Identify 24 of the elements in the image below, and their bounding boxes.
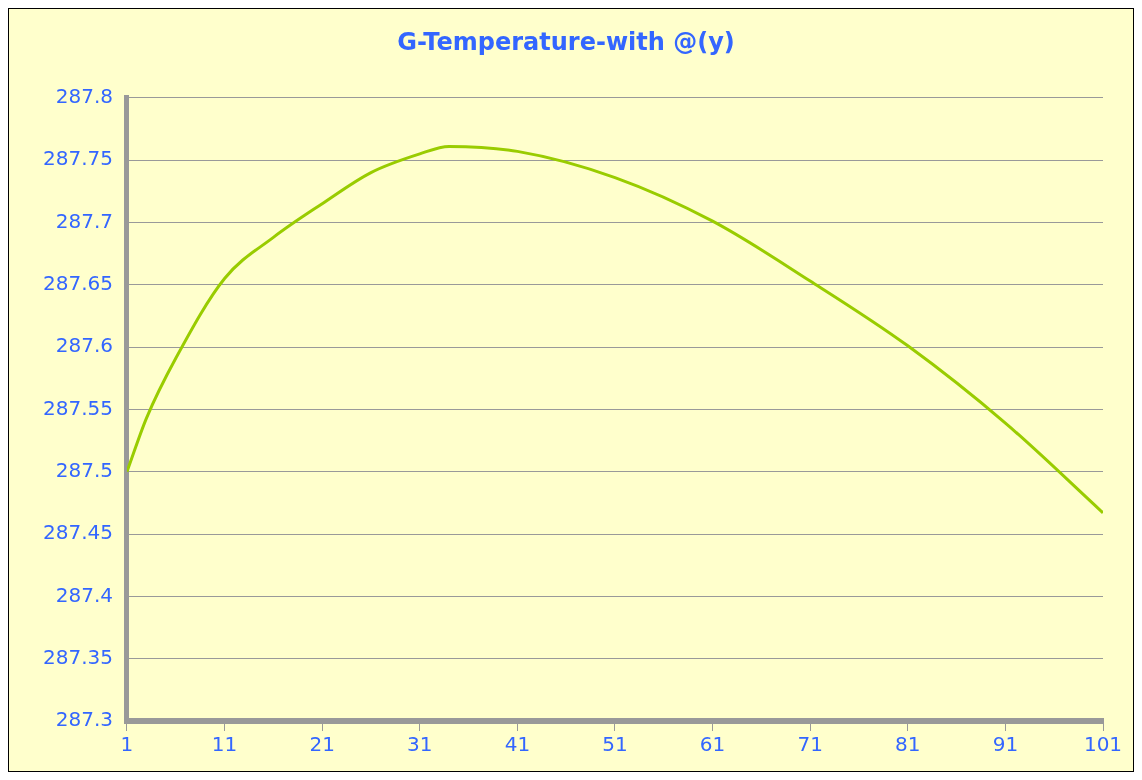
y-tick-label: 287.3 [55, 707, 113, 732]
x-tick-label: 11 [211, 732, 238, 757]
y-tick-label: 287.6 [55, 333, 113, 358]
y-tick-label: 287.5 [55, 457, 113, 482]
y-tick-label: 287.55 [43, 395, 113, 420]
x-tick-label: 1 [120, 732, 134, 757]
x-tick-label: 81 [895, 732, 921, 757]
y-tick-label: 287.35 [43, 644, 113, 669]
x-tick-label: 31 [407, 732, 433, 757]
y-tick-label: 287.7 [55, 208, 113, 233]
x-tick-label: 21 [309, 732, 335, 757]
x-tick-label: 71 [797, 732, 823, 757]
y-tick-label: 287.45 [43, 520, 113, 545]
x-tick-label: 91 [992, 732, 1019, 757]
x-tick-label: 51 [602, 732, 628, 757]
line-series [126, 144, 1103, 515]
x-tick-label: 61 [699, 732, 726, 757]
x-tick-label: 101 [1083, 732, 1123, 757]
y-tick-label: 287.4 [55, 582, 113, 607]
chart-title: G-Temperature-with @(y) [397, 27, 735, 56]
y-tick-label: 287.8 [55, 84, 113, 108]
y-tick-label: 287.75 [43, 146, 113, 171]
x-tick-label: 41 [504, 732, 531, 757]
y-tick-label: 287.65 [43, 270, 113, 295]
